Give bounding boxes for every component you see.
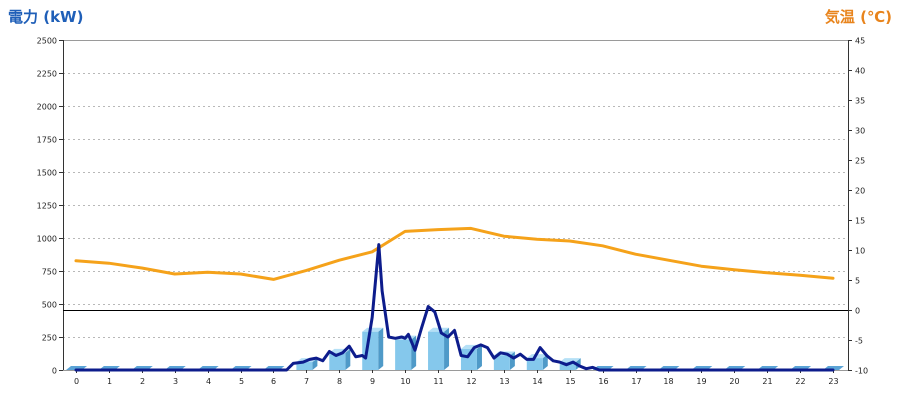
x-tick-label: 12 xyxy=(466,377,476,386)
x-tick-label: 8 xyxy=(337,377,342,386)
right-tick-label: 25 xyxy=(855,157,865,166)
bar xyxy=(296,362,313,370)
right-tick-label: 0 xyxy=(855,307,860,316)
left-tick-label: 2500 xyxy=(37,37,57,46)
left-tick-label: 500 xyxy=(42,301,57,310)
x-tick-label: 0 xyxy=(74,377,79,386)
bar xyxy=(526,358,543,370)
left-tick-label: 1750 xyxy=(37,136,57,145)
x-tick-label: 9 xyxy=(370,377,375,386)
bar-top xyxy=(362,327,384,332)
x-tick-label: 7 xyxy=(304,377,309,386)
bar xyxy=(559,362,576,370)
x-tick-label: 21 xyxy=(762,377,772,386)
left-tick-label: 2250 xyxy=(37,70,57,79)
right-tick-label: -10 xyxy=(855,367,868,376)
x-tick-label: 2 xyxy=(140,377,145,386)
right-tick-label: -5 xyxy=(855,337,863,346)
bar-top xyxy=(526,354,548,359)
x-tick-label: 20 xyxy=(729,377,739,386)
x-tick-label: 6 xyxy=(271,377,276,386)
right-tick-label: 30 xyxy=(855,127,865,136)
left-tick-label: 0 xyxy=(52,367,57,376)
left-tick-label: 2000 xyxy=(37,103,57,112)
bar xyxy=(362,331,379,370)
x-tick-label: 13 xyxy=(499,377,509,386)
x-tick-label: 11 xyxy=(433,377,443,386)
bar-side xyxy=(345,348,351,370)
left-tick-label: 1250 xyxy=(37,202,57,211)
bar xyxy=(329,352,346,370)
right-tick-label: 20 xyxy=(855,187,865,196)
x-tick-label: 14 xyxy=(532,377,542,386)
x-tick-label: 23 xyxy=(828,377,838,386)
bar-side xyxy=(476,344,482,370)
bar-top xyxy=(428,327,450,332)
bar xyxy=(428,331,445,370)
bar-top xyxy=(559,358,581,363)
plot-frame xyxy=(63,40,849,371)
right-axis-title: 気温 (℃) xyxy=(824,8,892,26)
x-tick-label: 15 xyxy=(565,377,575,386)
x-tick-label: 19 xyxy=(696,377,706,386)
left-tick-label: 750 xyxy=(42,268,57,277)
x-tick-label: 16 xyxy=(598,377,608,386)
x-tick-label: 17 xyxy=(631,377,641,386)
left-tick-label: 1500 xyxy=(37,169,57,178)
left-tick-label: 250 xyxy=(42,334,57,343)
x-tick-label: 18 xyxy=(663,377,673,386)
x-tick-label: 3 xyxy=(173,377,178,386)
x-tick-label: 1 xyxy=(107,377,112,386)
power-line xyxy=(74,243,835,372)
right-tick-label: 10 xyxy=(855,247,865,256)
right-tick-label: 15 xyxy=(855,217,865,226)
bar xyxy=(395,339,412,370)
bar xyxy=(493,355,510,370)
right-tick-label: 40 xyxy=(855,67,865,76)
left-tick-label: 1000 xyxy=(37,235,57,244)
bar-side xyxy=(542,354,548,370)
left-axis-title: 電力 (kW) xyxy=(8,8,84,26)
temperature-line xyxy=(74,226,835,281)
x-tick-label: 10 xyxy=(400,377,410,386)
x-tick-label: 4 xyxy=(206,377,211,386)
right-tick-label: 45 xyxy=(855,37,865,46)
x-tick-label: 5 xyxy=(239,377,244,386)
bar-side xyxy=(312,358,318,370)
x-tick-label: 22 xyxy=(795,377,805,386)
bar xyxy=(460,348,477,370)
right-tick-label: 35 xyxy=(855,97,865,106)
right-tick-label: 5 xyxy=(855,277,860,286)
bar-side xyxy=(378,327,384,370)
